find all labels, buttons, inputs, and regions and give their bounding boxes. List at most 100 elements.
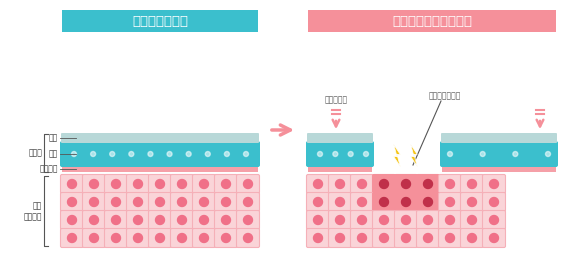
FancyBboxPatch shape (105, 193, 127, 211)
Circle shape (111, 216, 120, 225)
Circle shape (336, 216, 345, 225)
FancyBboxPatch shape (439, 228, 462, 248)
FancyBboxPatch shape (306, 141, 374, 167)
Circle shape (133, 216, 142, 225)
Circle shape (111, 234, 120, 242)
Circle shape (110, 151, 115, 157)
Text: ドライスポット: ドライスポット (429, 91, 461, 100)
FancyBboxPatch shape (461, 174, 484, 193)
FancyBboxPatch shape (373, 228, 395, 248)
FancyBboxPatch shape (193, 228, 216, 248)
FancyBboxPatch shape (171, 211, 194, 230)
Circle shape (90, 179, 99, 188)
Circle shape (489, 216, 498, 225)
Circle shape (177, 216, 186, 225)
FancyBboxPatch shape (306, 174, 329, 193)
FancyBboxPatch shape (308, 10, 556, 32)
Text: 涙量の減少: 涙量の減少 (324, 95, 347, 104)
FancyBboxPatch shape (149, 228, 172, 248)
FancyBboxPatch shape (373, 211, 395, 230)
Circle shape (546, 151, 551, 157)
Circle shape (358, 216, 367, 225)
Circle shape (155, 234, 164, 242)
FancyBboxPatch shape (306, 211, 329, 230)
FancyBboxPatch shape (127, 193, 150, 211)
Circle shape (318, 151, 323, 157)
FancyBboxPatch shape (461, 211, 484, 230)
FancyBboxPatch shape (60, 174, 83, 193)
FancyBboxPatch shape (127, 174, 150, 193)
Circle shape (244, 151, 248, 157)
Text: ムチン層: ムチン層 (39, 165, 58, 174)
FancyBboxPatch shape (442, 166, 556, 172)
FancyBboxPatch shape (149, 211, 172, 230)
FancyBboxPatch shape (306, 193, 329, 211)
FancyBboxPatch shape (193, 174, 216, 193)
Circle shape (90, 216, 99, 225)
Circle shape (467, 179, 476, 188)
FancyBboxPatch shape (83, 193, 105, 211)
FancyBboxPatch shape (127, 211, 150, 230)
FancyBboxPatch shape (307, 133, 373, 143)
Circle shape (177, 197, 186, 206)
Circle shape (177, 179, 186, 188)
Circle shape (401, 216, 410, 225)
Circle shape (401, 179, 410, 188)
FancyBboxPatch shape (373, 193, 395, 211)
Circle shape (221, 197, 230, 206)
FancyBboxPatch shape (373, 174, 395, 193)
Circle shape (148, 151, 153, 157)
FancyBboxPatch shape (171, 228, 194, 248)
Circle shape (91, 151, 96, 157)
Circle shape (445, 234, 454, 242)
Circle shape (423, 216, 432, 225)
FancyBboxPatch shape (482, 211, 506, 230)
Circle shape (133, 179, 142, 188)
Circle shape (314, 234, 323, 242)
FancyBboxPatch shape (351, 211, 373, 230)
Circle shape (336, 234, 345, 242)
FancyBboxPatch shape (461, 193, 484, 211)
FancyBboxPatch shape (395, 193, 418, 211)
FancyBboxPatch shape (482, 193, 506, 211)
Circle shape (133, 197, 142, 206)
FancyBboxPatch shape (395, 228, 418, 248)
FancyBboxPatch shape (62, 166, 258, 172)
Circle shape (358, 234, 367, 242)
FancyBboxPatch shape (328, 211, 351, 230)
FancyBboxPatch shape (328, 193, 351, 211)
Circle shape (155, 179, 164, 188)
Circle shape (221, 179, 230, 188)
Circle shape (68, 234, 77, 242)
Circle shape (348, 151, 353, 157)
Polygon shape (394, 144, 400, 167)
FancyBboxPatch shape (236, 174, 260, 193)
FancyBboxPatch shape (83, 228, 105, 248)
Circle shape (199, 234, 208, 242)
Circle shape (379, 179, 388, 188)
Circle shape (111, 179, 120, 188)
Circle shape (244, 197, 252, 206)
Circle shape (336, 197, 345, 206)
Circle shape (90, 197, 99, 206)
Circle shape (314, 179, 323, 188)
FancyBboxPatch shape (417, 228, 440, 248)
Circle shape (379, 197, 388, 206)
Circle shape (186, 151, 191, 157)
FancyBboxPatch shape (395, 211, 418, 230)
Circle shape (244, 179, 252, 188)
Circle shape (445, 197, 454, 206)
Circle shape (423, 197, 432, 206)
Circle shape (401, 234, 410, 242)
FancyBboxPatch shape (105, 211, 127, 230)
FancyBboxPatch shape (417, 211, 440, 230)
FancyBboxPatch shape (60, 193, 83, 211)
Circle shape (364, 151, 369, 157)
FancyBboxPatch shape (61, 133, 259, 143)
FancyBboxPatch shape (328, 228, 351, 248)
Circle shape (199, 197, 208, 206)
Circle shape (358, 197, 367, 206)
Circle shape (221, 234, 230, 242)
FancyBboxPatch shape (439, 211, 462, 230)
Circle shape (513, 151, 518, 157)
